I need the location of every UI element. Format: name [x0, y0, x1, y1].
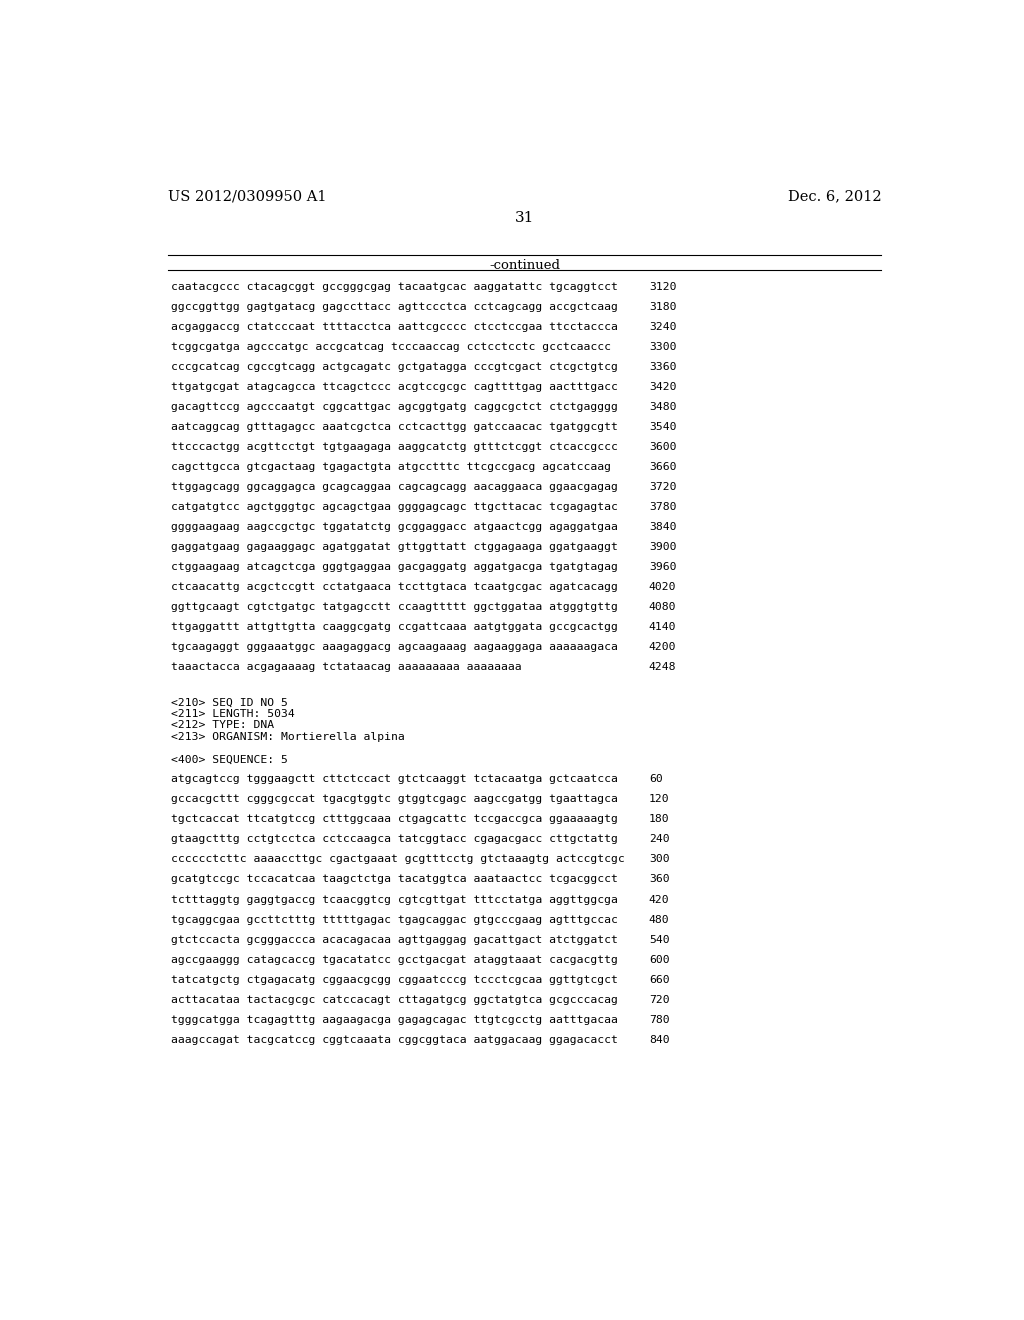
Text: 720: 720 [649, 995, 670, 1005]
Text: 3780: 3780 [649, 502, 676, 512]
Text: tgctcaccat ttcatgtccg ctttggcaaa ctgagcattc tccgaccgca ggaaaaagtg: tgctcaccat ttcatgtccg ctttggcaaa ctgagca… [171, 814, 617, 825]
Text: Dec. 6, 2012: Dec. 6, 2012 [787, 189, 882, 203]
Text: 3540: 3540 [649, 422, 676, 432]
Text: agccgaaggg catagcaccg tgacatatcc gcctgacgat ataggtaaat cacgacgttg: agccgaaggg catagcaccg tgacatatcc gcctgac… [171, 954, 617, 965]
Text: cccgcatcag cgccgtcagg actgcagatc gctgatagga cccgtcgact ctcgctgtcg: cccgcatcag cgccgtcagg actgcagatc gctgata… [171, 362, 617, 372]
Text: 600: 600 [649, 954, 670, 965]
Text: ttcccactgg acgttcctgt tgtgaagaga aaggcatctg gtttctcggt ctcaccgccc: ttcccactgg acgttcctgt tgtgaagaga aaggcat… [171, 442, 617, 451]
Text: 840: 840 [649, 1035, 670, 1044]
Text: cagcttgcca gtcgactaag tgagactgta atgcctttc ttcgccgacg agcatccaag: cagcttgcca gtcgactaag tgagactgta atgcctt… [171, 462, 610, 471]
Text: gaggatgaag gagaaggagc agatggatat gttggttatt ctggagaaga ggatgaaggt: gaggatgaag gagaaggagc agatggatat gttggtt… [171, 543, 617, 552]
Text: 3900: 3900 [649, 543, 676, 552]
Text: 3480: 3480 [649, 401, 676, 412]
Text: gacagttccg agcccaatgt cggcattgac agcggtgatg caggcgctct ctctgagggg: gacagttccg agcccaatgt cggcattgac agcggtg… [171, 401, 617, 412]
Text: 780: 780 [649, 1015, 670, 1024]
Text: 3300: 3300 [649, 342, 676, 351]
Text: 3420: 3420 [649, 381, 676, 392]
Text: catgatgtcc agctgggtgc agcagctgaa ggggagcagc ttgcttacac tcgagagtac: catgatgtcc agctgggtgc agcagctgaa ggggagc… [171, 502, 617, 512]
Text: 3180: 3180 [649, 302, 676, 312]
Text: tatcatgctg ctgagacatg cggaacgcgg cggaatcccg tccctcgcaa ggttgtcgct: tatcatgctg ctgagacatg cggaacgcgg cggaatc… [171, 974, 617, 985]
Text: 3660: 3660 [649, 462, 676, 471]
Text: 4020: 4020 [649, 582, 676, 591]
Text: ttgatgcgat atagcagcca ttcagctccc acgtccgcgc cagttttgag aactttgacc: ttgatgcgat atagcagcca ttcagctccc acgtccg… [171, 381, 617, 392]
Text: 540: 540 [649, 935, 670, 945]
Text: <213> ORGANISM: Mortierella alpina: <213> ORGANISM: Mortierella alpina [171, 733, 404, 742]
Text: <212> TYPE: DNA: <212> TYPE: DNA [171, 721, 273, 730]
Text: 3960: 3960 [649, 562, 676, 572]
Text: acttacataa tactacgcgc catccacagt cttagatgcg ggctatgtca gcgcccacag: acttacataa tactacgcgc catccacagt cttagat… [171, 995, 617, 1005]
Text: <400> SEQUENCE: 5: <400> SEQUENCE: 5 [171, 755, 288, 764]
Text: 4200: 4200 [649, 642, 676, 652]
Text: cccccctcttc aaaaccttgc cgactgaaat gcgtttcctg gtctaaagtg actccgtcgc: cccccctcttc aaaaccttgc cgactgaaat gcgttt… [171, 854, 625, 865]
Text: 31: 31 [515, 211, 535, 224]
Text: aatcaggcag gtttagagcc aaatcgctca cctcacttgg gatccaacac tgatggcgtt: aatcaggcag gtttagagcc aaatcgctca cctcact… [171, 422, 617, 432]
Text: caatacgccc ctacagcggt gccgggcgag tacaatgcac aaggatattc tgcaggtcct: caatacgccc ctacagcggt gccgggcgag tacaatg… [171, 281, 617, 292]
Text: ggttgcaagt cgtctgatgc tatgagcctt ccaagttttt ggctggataa atgggtgttg: ggttgcaagt cgtctgatgc tatgagcctt ccaagtt… [171, 602, 617, 612]
Text: tgcaagaggt gggaaatggc aaagaggacg agcaagaaag aagaaggaga aaaaaagaca: tgcaagaggt gggaaatggc aaagaggacg agcaaga… [171, 642, 617, 652]
Text: 4080: 4080 [649, 602, 676, 612]
Text: -continued: -continued [489, 259, 560, 272]
Text: tgcaggcgaa gccttctttg tttttgagac tgagcaggac gtgcccgaag agtttgccac: tgcaggcgaa gccttctttg tttttgagac tgagcag… [171, 915, 617, 924]
Text: gcatgtccgc tccacatcaa taagctctga tacatggtca aaataactcc tcgacggcct: gcatgtccgc tccacatcaa taagctctga tacatgg… [171, 875, 617, 884]
Text: gccacgcttt cgggcgccat tgacgtggtc gtggtcgagc aagccgatgg tgaattagca: gccacgcttt cgggcgccat tgacgtggtc gtggtcg… [171, 795, 617, 804]
Text: gtaagctttg cctgtcctca cctccaagca tatcggtacc cgagacgacc cttgctattg: gtaagctttg cctgtcctca cctccaagca tatcggt… [171, 834, 617, 845]
Text: ctggaagaag atcagctcga gggtgaggaa gacgaggatg aggatgacga tgatgtagag: ctggaagaag atcagctcga gggtgaggaa gacgagg… [171, 562, 617, 572]
Text: 3600: 3600 [649, 442, 676, 451]
Text: acgaggaccg ctatcccaat ttttacctca aattcgcccc ctcctccgaa ttcctaccca: acgaggaccg ctatcccaat ttttacctca aattcgc… [171, 322, 617, 331]
Text: 360: 360 [649, 875, 670, 884]
Text: 3120: 3120 [649, 281, 676, 292]
Text: tgggcatgga tcagagtttg aagaagacga gagagcagac ttgtcgcctg aatttgacaa: tgggcatgga tcagagtttg aagaagacga gagagca… [171, 1015, 617, 1024]
Text: 4248: 4248 [649, 663, 676, 672]
Text: taaactacca acgagaaaag tctataacag aaaaaaaaa aaaaaaaa: taaactacca acgagaaaag tctataacag aaaaaaa… [171, 663, 521, 672]
Text: ttggagcagg ggcaggagca gcagcaggaa cagcagcagg aacaggaaca ggaacgagag: ttggagcagg ggcaggagca gcagcaggaa cagcagc… [171, 482, 617, 492]
Text: 420: 420 [649, 895, 670, 904]
Text: <210> SEQ ID NO 5: <210> SEQ ID NO 5 [171, 697, 288, 708]
Text: 3840: 3840 [649, 521, 676, 532]
Text: 120: 120 [649, 795, 670, 804]
Text: 180: 180 [649, 814, 670, 825]
Text: 4140: 4140 [649, 622, 676, 632]
Text: 3360: 3360 [649, 362, 676, 372]
Text: US 2012/0309950 A1: US 2012/0309950 A1 [168, 189, 327, 203]
Text: tctttaggtg gaggtgaccg tcaacggtcg cgtcgttgat tttcctatga aggttggcga: tctttaggtg gaggtgaccg tcaacggtcg cgtcgtt… [171, 895, 617, 904]
Text: gtctccacta gcgggaccca acacagacaa agttgaggag gacattgact atctggatct: gtctccacta gcgggaccca acacagacaa agttgag… [171, 935, 617, 945]
Text: 300: 300 [649, 854, 670, 865]
Text: 660: 660 [649, 974, 670, 985]
Text: 240: 240 [649, 834, 670, 845]
Text: 3720: 3720 [649, 482, 676, 492]
Text: 3240: 3240 [649, 322, 676, 331]
Text: 480: 480 [649, 915, 670, 924]
Text: tcggcgatga agcccatgc accgcatcag tcccaaccag cctcctcctc gcctcaaccc: tcggcgatga agcccatgc accgcatcag tcccaacc… [171, 342, 610, 351]
Text: aaagccagat tacgcatccg cggtcaaata cggcggtaca aatggacaag ggagacacct: aaagccagat tacgcatccg cggtcaaata cggcggt… [171, 1035, 617, 1044]
Text: ggccggttgg gagtgatacg gagccttacc agttccctca cctcagcagg accgctcaag: ggccggttgg gagtgatacg gagccttacc agttccc… [171, 302, 617, 312]
Text: atgcagtccg tgggaagctt cttctccact gtctcaaggt tctacaatga gctcaatcca: atgcagtccg tgggaagctt cttctccact gtctcaa… [171, 775, 617, 784]
Text: <211> LENGTH: 5034: <211> LENGTH: 5034 [171, 709, 294, 719]
Text: ggggaagaag aagccgctgc tggatatctg gcggaggacc atgaactcgg agaggatgaa: ggggaagaag aagccgctgc tggatatctg gcggagg… [171, 521, 617, 532]
Text: ctcaacattg acgctccgtt cctatgaaca tccttgtaca tcaatgcgac agatcacagg: ctcaacattg acgctccgtt cctatgaaca tccttgt… [171, 582, 617, 591]
Text: 60: 60 [649, 775, 663, 784]
Text: ttgaggattt attgttgtta caaggcgatg ccgattcaaa aatgtggata gccgcactgg: ttgaggattt attgttgtta caaggcgatg ccgattc… [171, 622, 617, 632]
